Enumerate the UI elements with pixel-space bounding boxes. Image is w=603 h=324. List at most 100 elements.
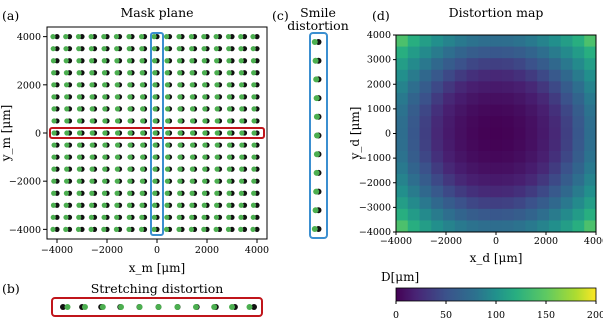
heatmap-cell (478, 127, 491, 140)
smile-point-distorted (311, 39, 318, 45)
heatmap-cell (513, 174, 526, 187)
heatmap-cell (537, 185, 550, 198)
mask-point-distorted (239, 154, 245, 160)
heatmap-cell (537, 139, 550, 152)
mask-point-distorted (189, 154, 196, 160)
mask-point-distorted (164, 70, 170, 76)
colorbar-tick-label: 100 (487, 310, 505, 321)
mask-point-distorted (151, 214, 157, 220)
panel-d-title: Distortion map (449, 5, 544, 20)
smile-point-distorted (313, 113, 320, 120)
stretch-point-distorted (229, 304, 236, 310)
heatmap-cell (537, 104, 550, 117)
heatmap-cell (490, 174, 503, 187)
mask-point-distorted (151, 202, 158, 208)
heatmap-cell (454, 220, 467, 233)
panel-d-ytick-label: −2000 (359, 178, 391, 189)
heatmap-cell (584, 220, 597, 233)
heatmap-cell (490, 162, 503, 175)
panel-a-ytick-label: 0 (35, 129, 41, 140)
heatmap-cell (560, 104, 573, 117)
heatmap-cell (431, 162, 444, 175)
heatmap-cell (584, 162, 597, 175)
mask-point-distorted (138, 34, 145, 40)
heatmap-cell (525, 116, 538, 129)
mask-point-distorted (214, 82, 220, 88)
mask-point-distorted (214, 154, 220, 160)
mask-point-distorted (213, 46, 220, 52)
stretch-point-distorted (99, 304, 106, 310)
panel-d-ytick-label: 0 (385, 129, 391, 140)
mask-point-distorted (201, 34, 207, 40)
mask-point-distorted (163, 226, 170, 232)
mask-point-reference (66, 226, 73, 232)
heatmap-cell (537, 92, 550, 105)
heatmap-cell (466, 162, 479, 175)
stretch-point-distorted (246, 304, 253, 310)
heatmap-cell (525, 208, 538, 221)
smile-dots (311, 39, 322, 232)
mask-point-distorted (225, 226, 232, 232)
mask-point-distorted (140, 118, 146, 124)
mask-point-distorted (251, 82, 257, 88)
mask-point-distorted (239, 118, 245, 124)
mask-point-distorted (177, 166, 183, 172)
heatmap-cell (478, 185, 491, 198)
mask-point-distorted (201, 190, 208, 196)
heatmap-cell (454, 104, 467, 117)
mask-point-distorted (139, 202, 145, 208)
mask-point-distorted (188, 226, 195, 232)
mask-point-distorted (127, 70, 133, 76)
heatmap-cell (454, 174, 467, 187)
highlight-row-box (49, 127, 265, 139)
mask-point-distorted (152, 166, 158, 172)
panel-d-xtick-label: −2000 (430, 236, 462, 247)
heatmap-cell (478, 58, 491, 71)
stretch-point-distorted (155, 304, 162, 310)
mask-point-distorted (238, 82, 245, 88)
heatmap-cell (584, 139, 597, 152)
heatmap-cell (419, 69, 432, 82)
heatmap-cell (537, 58, 550, 71)
mask-point-distorted (127, 94, 133, 100)
heatmap-cell (407, 174, 420, 187)
heatmap-cell (584, 81, 597, 94)
mask-point-distorted (89, 142, 95, 148)
mask-point-distorted (177, 142, 183, 148)
stretch-point-distorted (118, 304, 125, 310)
mask-point-distorted (113, 34, 120, 40)
heatmap-cell (419, 185, 432, 198)
mask-point-distorted (164, 178, 171, 184)
heatmap-cell (513, 104, 526, 117)
panel-a-xlabel: x_m [μm] (129, 261, 186, 275)
heatmap-cell (548, 46, 562, 59)
heatmap-cell (454, 69, 467, 82)
mask-point-distorted (177, 178, 183, 184)
mask-point-distorted (176, 34, 182, 40)
smile-point-distorted (313, 151, 320, 158)
mask-point-distorted (239, 94, 245, 100)
mask-point-distorted (64, 142, 70, 148)
mask-point-distorted (251, 94, 257, 100)
mask-point-distorted (152, 118, 158, 124)
heatmap-cell (431, 139, 444, 152)
mask-point-distorted (101, 226, 107, 232)
mask-point-distorted (127, 190, 133, 196)
heatmap-cell (548, 104, 562, 117)
heatmap-cell (419, 116, 432, 129)
heatmap-cell (407, 92, 420, 105)
mask-point-distorted (76, 130, 83, 136)
mask-point-distorted (63, 70, 70, 76)
mask-point-distorted (189, 118, 196, 124)
heatmap-cell (560, 162, 573, 175)
heatmap-cell (525, 35, 538, 47)
heatmap-cell (419, 35, 432, 47)
panel-a-ytick-label: −4000 (9, 225, 41, 236)
heatmap-cell (584, 208, 597, 221)
heatmap-cell (419, 58, 432, 71)
heatmap-cell (407, 46, 420, 59)
mask-point-reference (254, 226, 260, 232)
mask-point-distorted (251, 130, 257, 136)
heatmap-cell (443, 58, 456, 71)
mask-point-distorted (201, 226, 207, 232)
